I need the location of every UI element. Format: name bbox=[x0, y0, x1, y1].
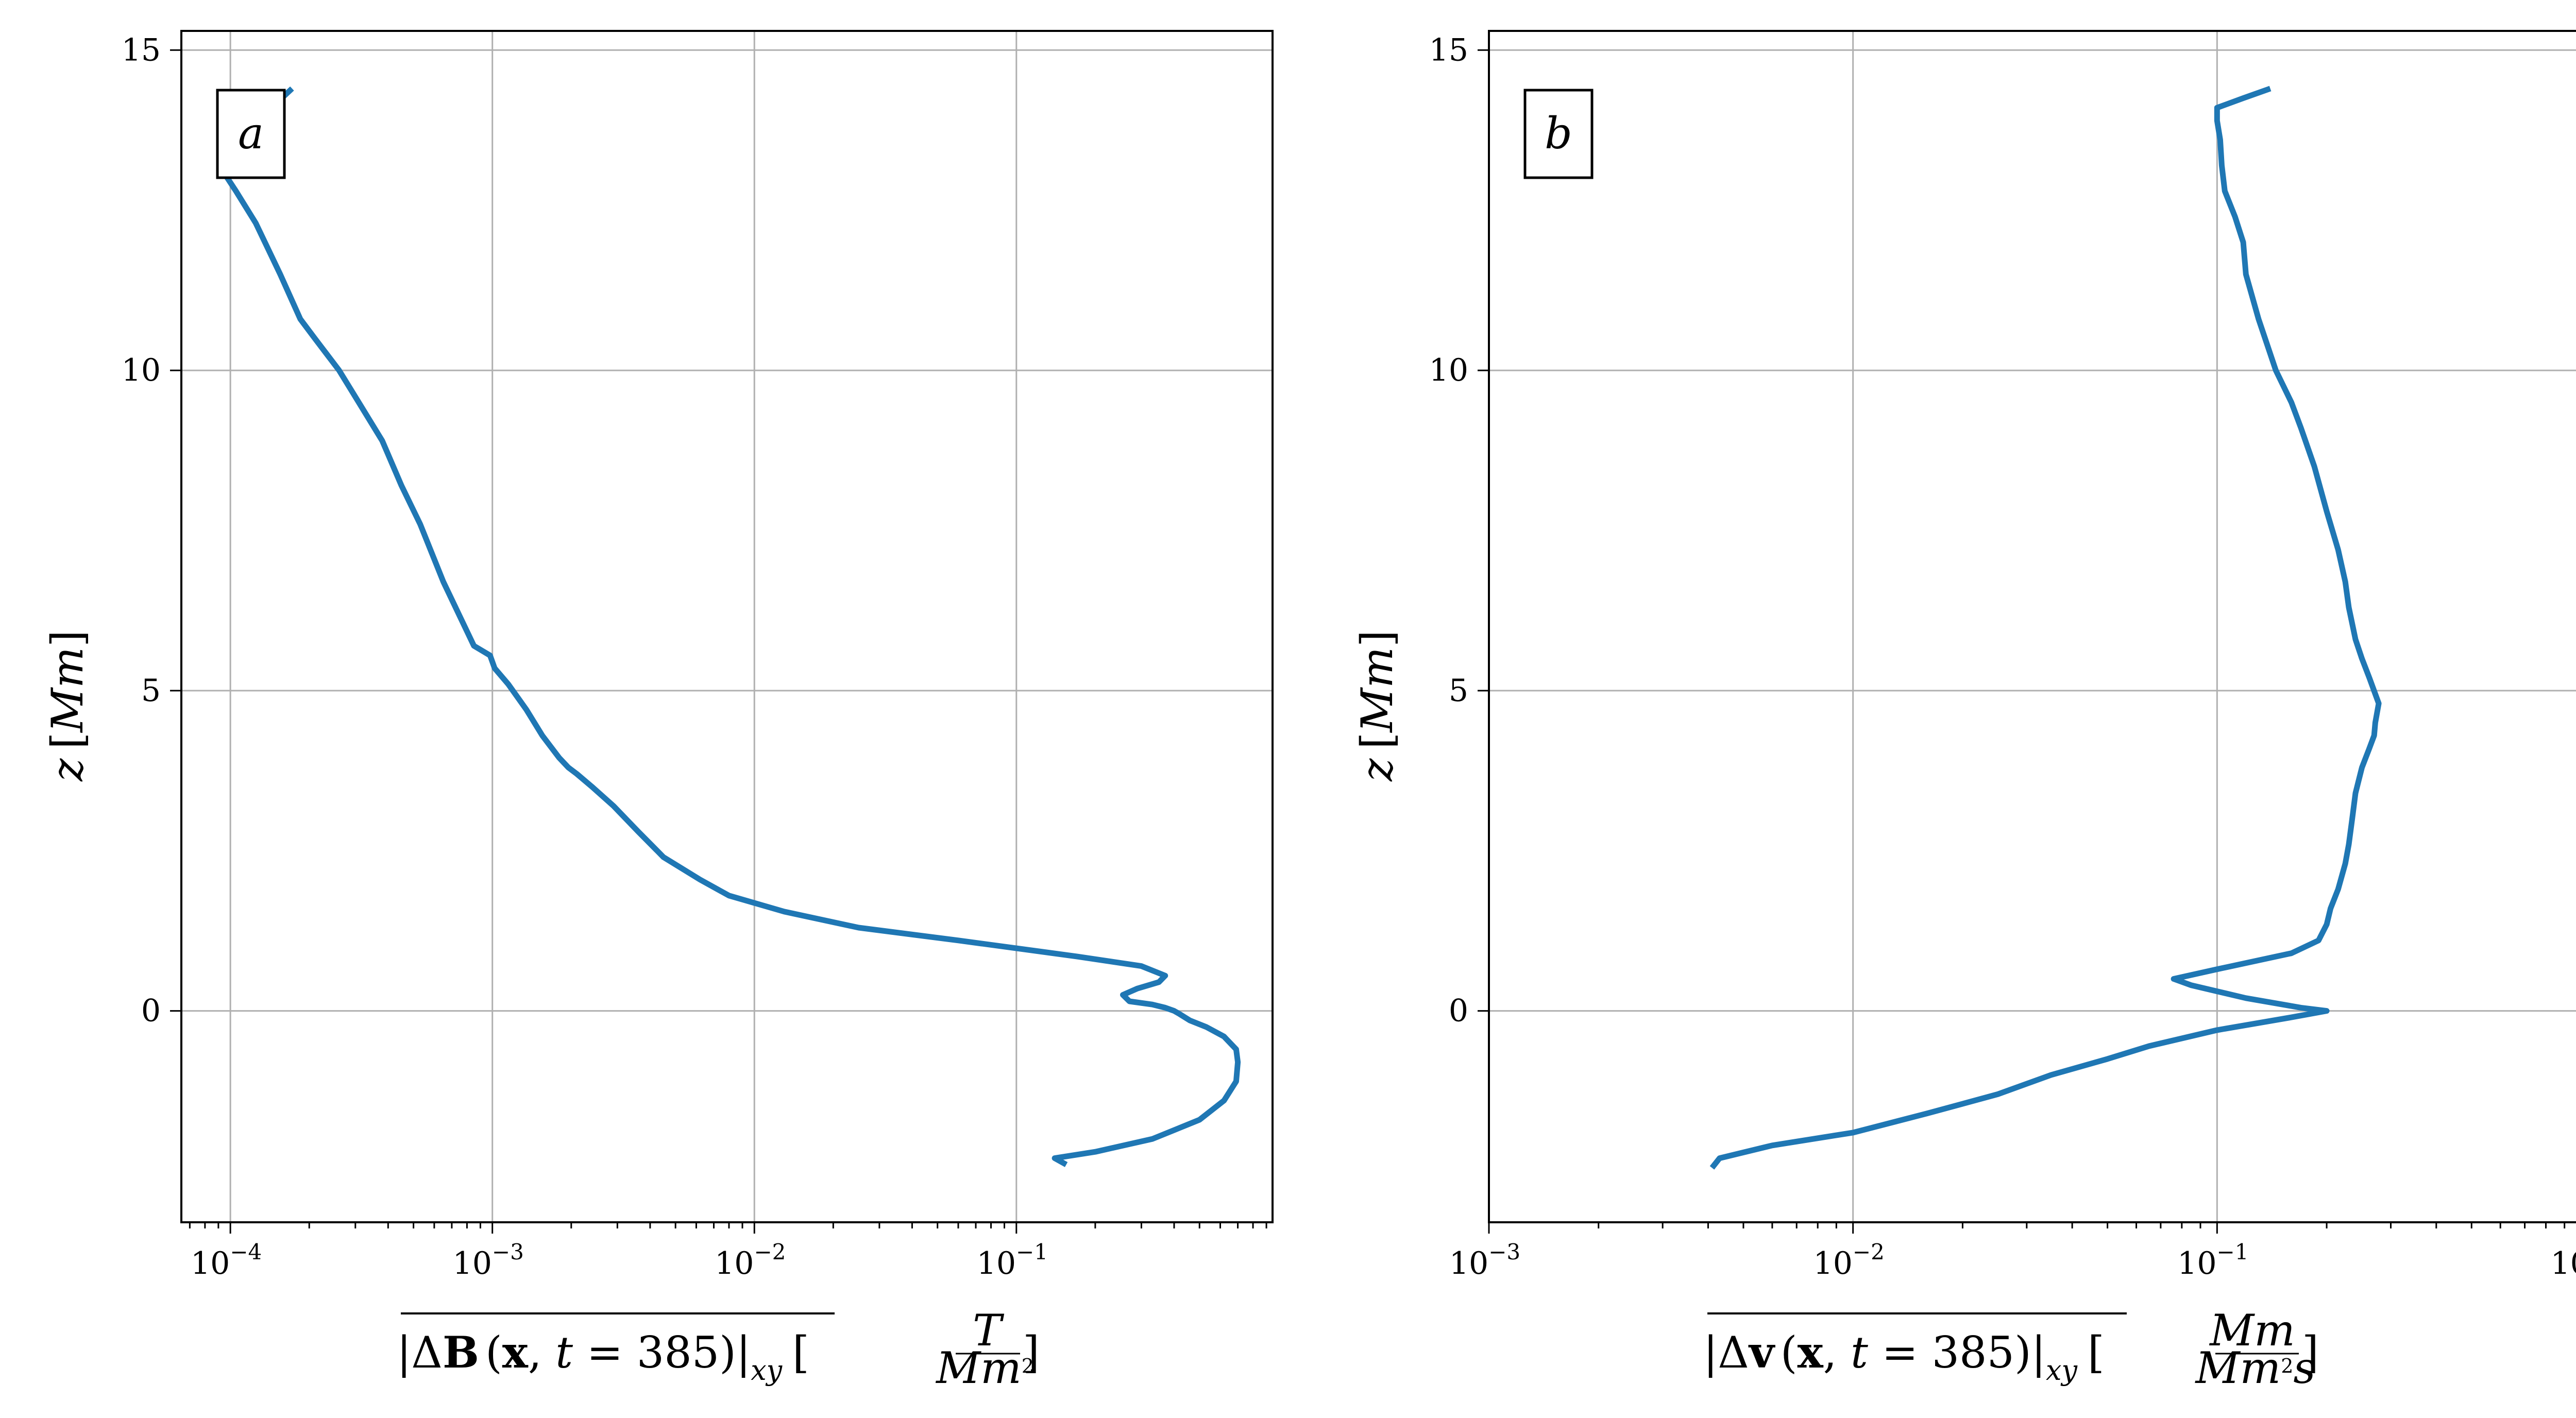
panel-b: 10−3 10−2 10−1 100 0 5 10 15 b bbox=[1429, 30, 2576, 1282]
svg-text:|Δv(x, t = 385)|xy[: |Δv (x, t = 385)|xy[ bbox=[1703, 1327, 2105, 1387]
panel-b-y-tick-label: 15 bbox=[1429, 32, 1468, 68]
panel-b-x-tick-label: 10−1 bbox=[2177, 1239, 2248, 1282]
panel-a-x-axis-label: |ΔB (x, t = 385)|xy[ T Mm2 ] bbox=[397, 1305, 1040, 1393]
panel-b-label-box bbox=[1523, 89, 1594, 179]
panel-a-y-tick-label: 0 bbox=[141, 993, 161, 1029]
panel-b-series-line bbox=[1709, 86, 2382, 1170]
panel-a-label-text: a bbox=[238, 108, 264, 159]
panel-b-x-tick-label: 10−2 bbox=[1814, 1239, 1885, 1282]
svg-text:z[Mm]: z[Mm] bbox=[42, 630, 93, 782]
svg-text:T: T bbox=[973, 1305, 1005, 1356]
svg-text:Mm2: Mm2 bbox=[935, 1343, 1034, 1393]
svg-text:]: ] bbox=[2302, 1327, 2319, 1378]
panel-a-label-box bbox=[216, 89, 286, 179]
panel-b-x-axis-label: |Δv (x, t = 385)|xy[ Mm Mm2s ] bbox=[1703, 1305, 2319, 1393]
panel-b-y-tick-label: 0 bbox=[1449, 993, 1468, 1029]
panel-b-x-tick-label: 10−3 bbox=[1449, 1239, 1520, 1282]
panel-a-x-tick-label: 10−1 bbox=[977, 1239, 1048, 1282]
svg-text:z[Mm]: z[Mm] bbox=[1352, 630, 1402, 782]
panel-a-y-tick-label: 15 bbox=[122, 32, 161, 68]
svg-text:|ΔB(x, t = 385)|xy[: |ΔB (x, t = 385)|xy[ bbox=[397, 1327, 809, 1387]
panel-a: 10−4 10−3 10−2 10−1 0 5 10 15 a bbox=[122, 30, 1274, 1282]
panel-a-y-tick-label: 5 bbox=[141, 673, 161, 709]
panel-a-x-tick-label: 10−3 bbox=[453, 1239, 524, 1282]
panel-a-x-tick-label: 10−2 bbox=[715, 1239, 786, 1282]
panel-a-x-tick-label: 10−4 bbox=[191, 1239, 262, 1282]
svg-text:Mm2s: Mm2s bbox=[2195, 1343, 2316, 1393]
panel-b-y-axis-label: z[Mm] bbox=[1352, 630, 1402, 782]
panel-b-x-tick-label: 100 bbox=[2550, 1239, 2576, 1282]
svg-text:Mm: Mm bbox=[2209, 1305, 2295, 1356]
panel-a-axes-frame bbox=[180, 30, 1274, 1223]
panel-b-label-text: b bbox=[1545, 108, 1572, 159]
panel-b-y-tick-label: 5 bbox=[1449, 673, 1468, 709]
svg-text:]: ] bbox=[1023, 1327, 1040, 1378]
panel-b-axes-frame bbox=[1488, 30, 2576, 1223]
panel-a-y-tick-label: 10 bbox=[122, 352, 161, 388]
panel-a-y-axis-label: z[Mm] bbox=[42, 630, 93, 782]
panel-a-series-line bbox=[221, 86, 1241, 1167]
panel-b-y-tick-label: 10 bbox=[1429, 352, 1468, 388]
